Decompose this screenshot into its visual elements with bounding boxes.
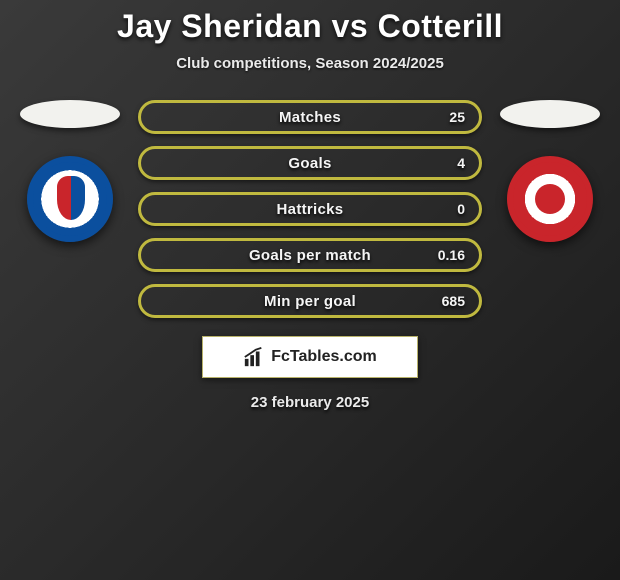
stat-right-value: 4 bbox=[457, 155, 465, 171]
stat-label: Min per goal bbox=[264, 293, 356, 310]
stat-right-value: 25 bbox=[449, 109, 465, 125]
stat-label: Hattricks bbox=[277, 201, 344, 218]
main-row: Matches 25 Goals 4 Hattricks 0 Goals per… bbox=[0, 100, 620, 318]
stat-label: Matches bbox=[279, 109, 341, 126]
bar-chart-icon bbox=[243, 346, 265, 368]
brand-label: FcTables.com bbox=[271, 348, 377, 366]
stat-right-value: 0.16 bbox=[438, 247, 465, 263]
stat-label: Goals bbox=[288, 155, 331, 172]
stat-row-hattricks: Hattricks 0 bbox=[138, 192, 482, 226]
stat-row-matches: Matches 25 bbox=[138, 100, 482, 134]
brand-badge[interactable]: FcTables.com bbox=[202, 336, 418, 378]
comparison-card: Jay Sheridan vs Cotterill Club competiti… bbox=[0, 0, 620, 411]
page-title: Jay Sheridan vs Cotterill bbox=[117, 8, 503, 45]
left-ellipse bbox=[20, 100, 120, 128]
right-player-col bbox=[500, 100, 600, 242]
date-label: 23 february 2025 bbox=[251, 394, 369, 411]
stat-label: Goals per match bbox=[249, 247, 371, 264]
stat-right-value: 685 bbox=[442, 293, 465, 309]
left-club-crest bbox=[27, 156, 113, 242]
left-player-col bbox=[20, 100, 120, 242]
right-club-crest bbox=[507, 156, 593, 242]
stats-column: Matches 25 Goals 4 Hattricks 0 Goals per… bbox=[138, 100, 482, 318]
stat-row-mpg: Min per goal 685 bbox=[138, 284, 482, 318]
subtitle: Club competitions, Season 2024/2025 bbox=[176, 55, 444, 72]
stat-right-value: 0 bbox=[457, 201, 465, 217]
stat-row-goals: Goals 4 bbox=[138, 146, 482, 180]
right-ellipse bbox=[500, 100, 600, 128]
stat-row-gpm: Goals per match 0.16 bbox=[138, 238, 482, 272]
